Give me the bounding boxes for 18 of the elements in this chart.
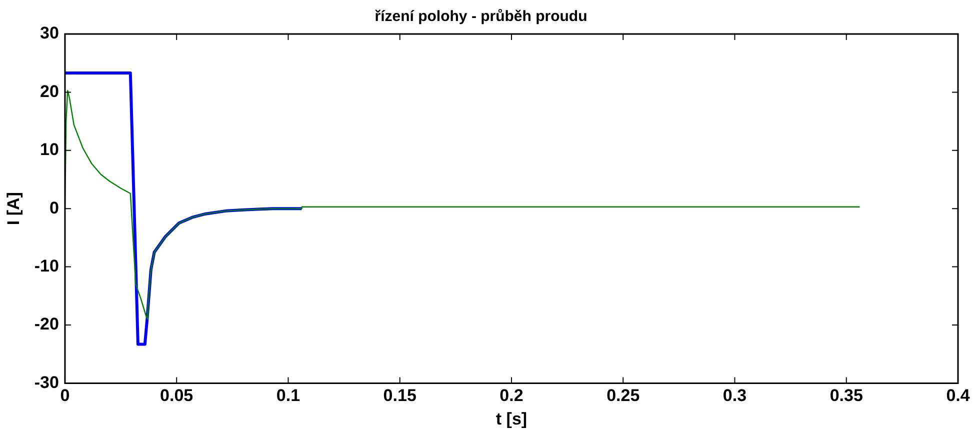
y-tick-label: -30 xyxy=(34,372,59,392)
x-tick-label: 0.1 xyxy=(276,386,300,406)
x-axis-title: t [s] xyxy=(496,409,528,428)
y-tick-label: 20 xyxy=(40,82,59,101)
x-tick-label: 0.35 xyxy=(830,386,863,406)
y-tick-label: -20 xyxy=(34,314,59,334)
x-tick-label: 0.25 xyxy=(606,386,640,406)
chart-title: řízení polohy - průběh proudu xyxy=(374,8,588,26)
x-tick-label: 0.4 xyxy=(946,386,970,406)
x-tick-label: 0.05 xyxy=(160,386,194,406)
y-tick-label: 30 xyxy=(40,24,59,43)
y-tick-label: 0 xyxy=(50,198,59,218)
y-axis-title: I [A] xyxy=(4,192,23,226)
y-tick-label: -10 xyxy=(34,256,59,276)
x-tick-label: 0.2 xyxy=(500,386,524,406)
x-tick-label: 0.15 xyxy=(383,386,416,406)
y-tick-label: 10 xyxy=(40,140,59,160)
x-tick-label: 0.3 xyxy=(722,386,747,406)
